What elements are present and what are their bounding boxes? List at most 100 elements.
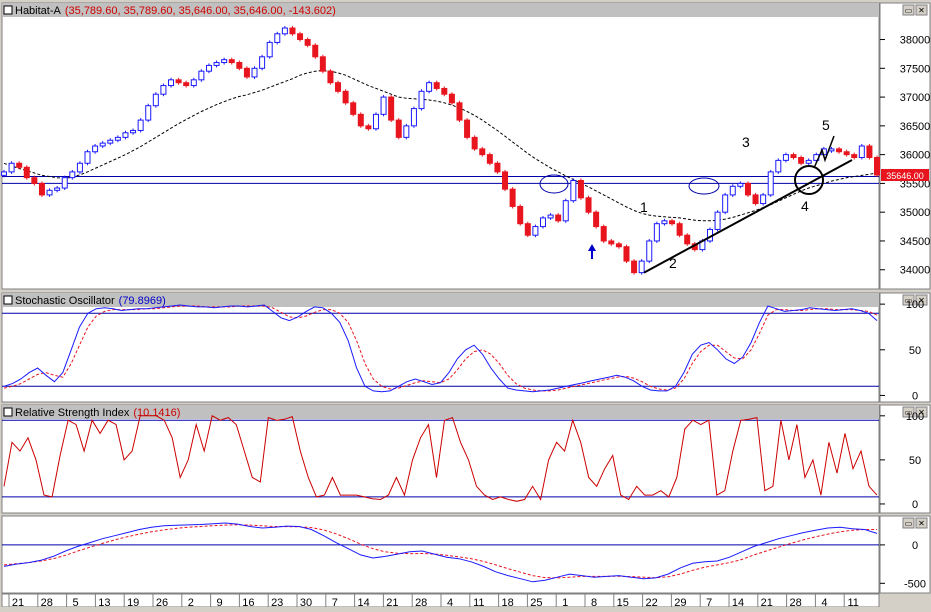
panel-2-title: Relative Strength Index xyxy=(15,407,130,419)
panel-1-ytick-label: 50 xyxy=(909,345,921,357)
panel-3-minimize-button[interactable] xyxy=(902,517,915,529)
panel-2-plot-area xyxy=(1,404,880,514)
panel-3-close-icon: ✕ xyxy=(918,519,925,528)
x-axis-tick-label: 21 xyxy=(386,597,398,607)
panel-2-ytick-label: 0 xyxy=(912,499,918,511)
candle-body xyxy=(304,39,311,46)
candle-body xyxy=(31,177,38,184)
candle-body xyxy=(228,59,235,64)
candle-body xyxy=(357,113,364,127)
panel-0-ytick-label: 38000 xyxy=(900,35,931,47)
panel-1-ytick-label: 0 xyxy=(912,390,918,402)
candle-body xyxy=(737,182,744,187)
x-axis-tick-label: 22 xyxy=(645,597,657,607)
candle-body xyxy=(16,162,23,168)
candle-body xyxy=(281,27,288,35)
x-axis-tick-label: 30 xyxy=(300,597,312,607)
candle-body xyxy=(767,171,774,196)
x-axis-tick-label: 26 xyxy=(156,597,168,607)
panel-1-readout: (79.8969) xyxy=(119,295,166,307)
candle-body xyxy=(266,41,273,58)
candle-body xyxy=(562,200,569,222)
x-axis-tick-label: 21 xyxy=(12,597,24,607)
candle-body xyxy=(380,96,387,115)
candle-body xyxy=(152,93,159,107)
candle-body xyxy=(426,82,433,92)
candle-body xyxy=(851,154,858,159)
panel-1-checkbox[interactable] xyxy=(3,295,13,305)
wave-label-3: 3 xyxy=(742,134,750,150)
candle-body xyxy=(69,171,76,179)
candle-body xyxy=(661,220,668,225)
candle-body xyxy=(175,79,182,84)
candle-body xyxy=(517,205,524,225)
panel-2-close-button[interactable] xyxy=(915,406,928,418)
candle-body xyxy=(335,82,342,92)
x-axis-tick-label: 19 xyxy=(127,597,139,607)
panel-3-close-button[interactable] xyxy=(915,517,928,529)
x-axis-tick-label: 29 xyxy=(674,597,686,607)
panel-2-minimize-icon: ▭ xyxy=(905,408,913,417)
panel-0-checkbox[interactable] xyxy=(3,5,13,15)
candle-body xyxy=(23,166,30,179)
candle-body xyxy=(312,44,319,58)
candle-body xyxy=(213,62,220,66)
panel-0-ytick-label: 34500 xyxy=(900,236,931,248)
candle-body xyxy=(221,59,228,64)
last-price-tag xyxy=(881,169,929,182)
candle-body xyxy=(782,154,789,161)
oscillator-signal-line xyxy=(3,524,877,579)
candle-body xyxy=(168,79,175,87)
wave-trendline xyxy=(643,159,853,274)
candle-body xyxy=(676,223,683,236)
panel-2-ytick-label: 100 xyxy=(906,411,924,423)
x-axis-tick-label: 7 xyxy=(332,597,338,607)
oscillator-line xyxy=(3,522,878,583)
candle-body xyxy=(608,240,615,245)
panel-2-minimize-button[interactable] xyxy=(902,406,915,418)
highlight-ellipse xyxy=(539,174,569,194)
candle-body xyxy=(122,132,129,138)
panel-0-minimize-button[interactable] xyxy=(902,4,915,16)
x-axis-tick-label: 2 xyxy=(188,597,194,607)
candle-body xyxy=(145,105,152,121)
panel-1-title: Stochastic Oscillator xyxy=(15,295,115,307)
candle-body xyxy=(479,148,486,156)
panel-1-close-button[interactable] xyxy=(915,294,928,306)
panel-0-ytick-label: 34000 xyxy=(900,265,931,277)
wave-4-circle xyxy=(794,165,824,195)
candle-body xyxy=(403,125,410,138)
panel-1-y-axis xyxy=(879,292,931,403)
candle-body xyxy=(130,129,137,134)
candle-body xyxy=(395,119,402,138)
candle-body xyxy=(805,159,812,164)
x-axis-tick-label: 11 xyxy=(473,597,484,607)
candle-body xyxy=(319,56,326,72)
x-axis-tick-label: 21 xyxy=(761,597,773,607)
x-axis-tick-label: 15 xyxy=(617,597,629,607)
candle-body xyxy=(494,162,501,173)
panel-2-checkbox[interactable] xyxy=(3,407,13,417)
rsi-line xyxy=(3,415,878,502)
panel-0-y-axis xyxy=(879,2,931,290)
candle-body xyxy=(798,157,805,164)
panel-0-close-button[interactable] xyxy=(915,4,928,16)
candle-body xyxy=(555,214,562,222)
candle-body xyxy=(532,226,539,236)
candle-body xyxy=(289,27,296,35)
candle-body xyxy=(61,177,68,189)
panel-1-ytick-label: 100 xyxy=(906,299,924,311)
panel-0-plot-area xyxy=(1,2,880,290)
moving-average-line xyxy=(3,70,878,222)
last-price-label: 35646.00 xyxy=(886,171,924,181)
x-axis-tick-label: 9 xyxy=(217,597,223,607)
candle-body xyxy=(752,194,759,205)
candle-body xyxy=(502,171,509,190)
x-axis-tick-label: 7 xyxy=(706,597,712,607)
candle-body xyxy=(76,162,83,173)
candle-body xyxy=(236,62,243,69)
panel-1-minimize-button[interactable] xyxy=(902,294,915,306)
x-axis-tick-label: 4 xyxy=(821,597,827,607)
x-axis-tick-label: 16 xyxy=(242,597,254,607)
candle-body xyxy=(410,108,417,127)
